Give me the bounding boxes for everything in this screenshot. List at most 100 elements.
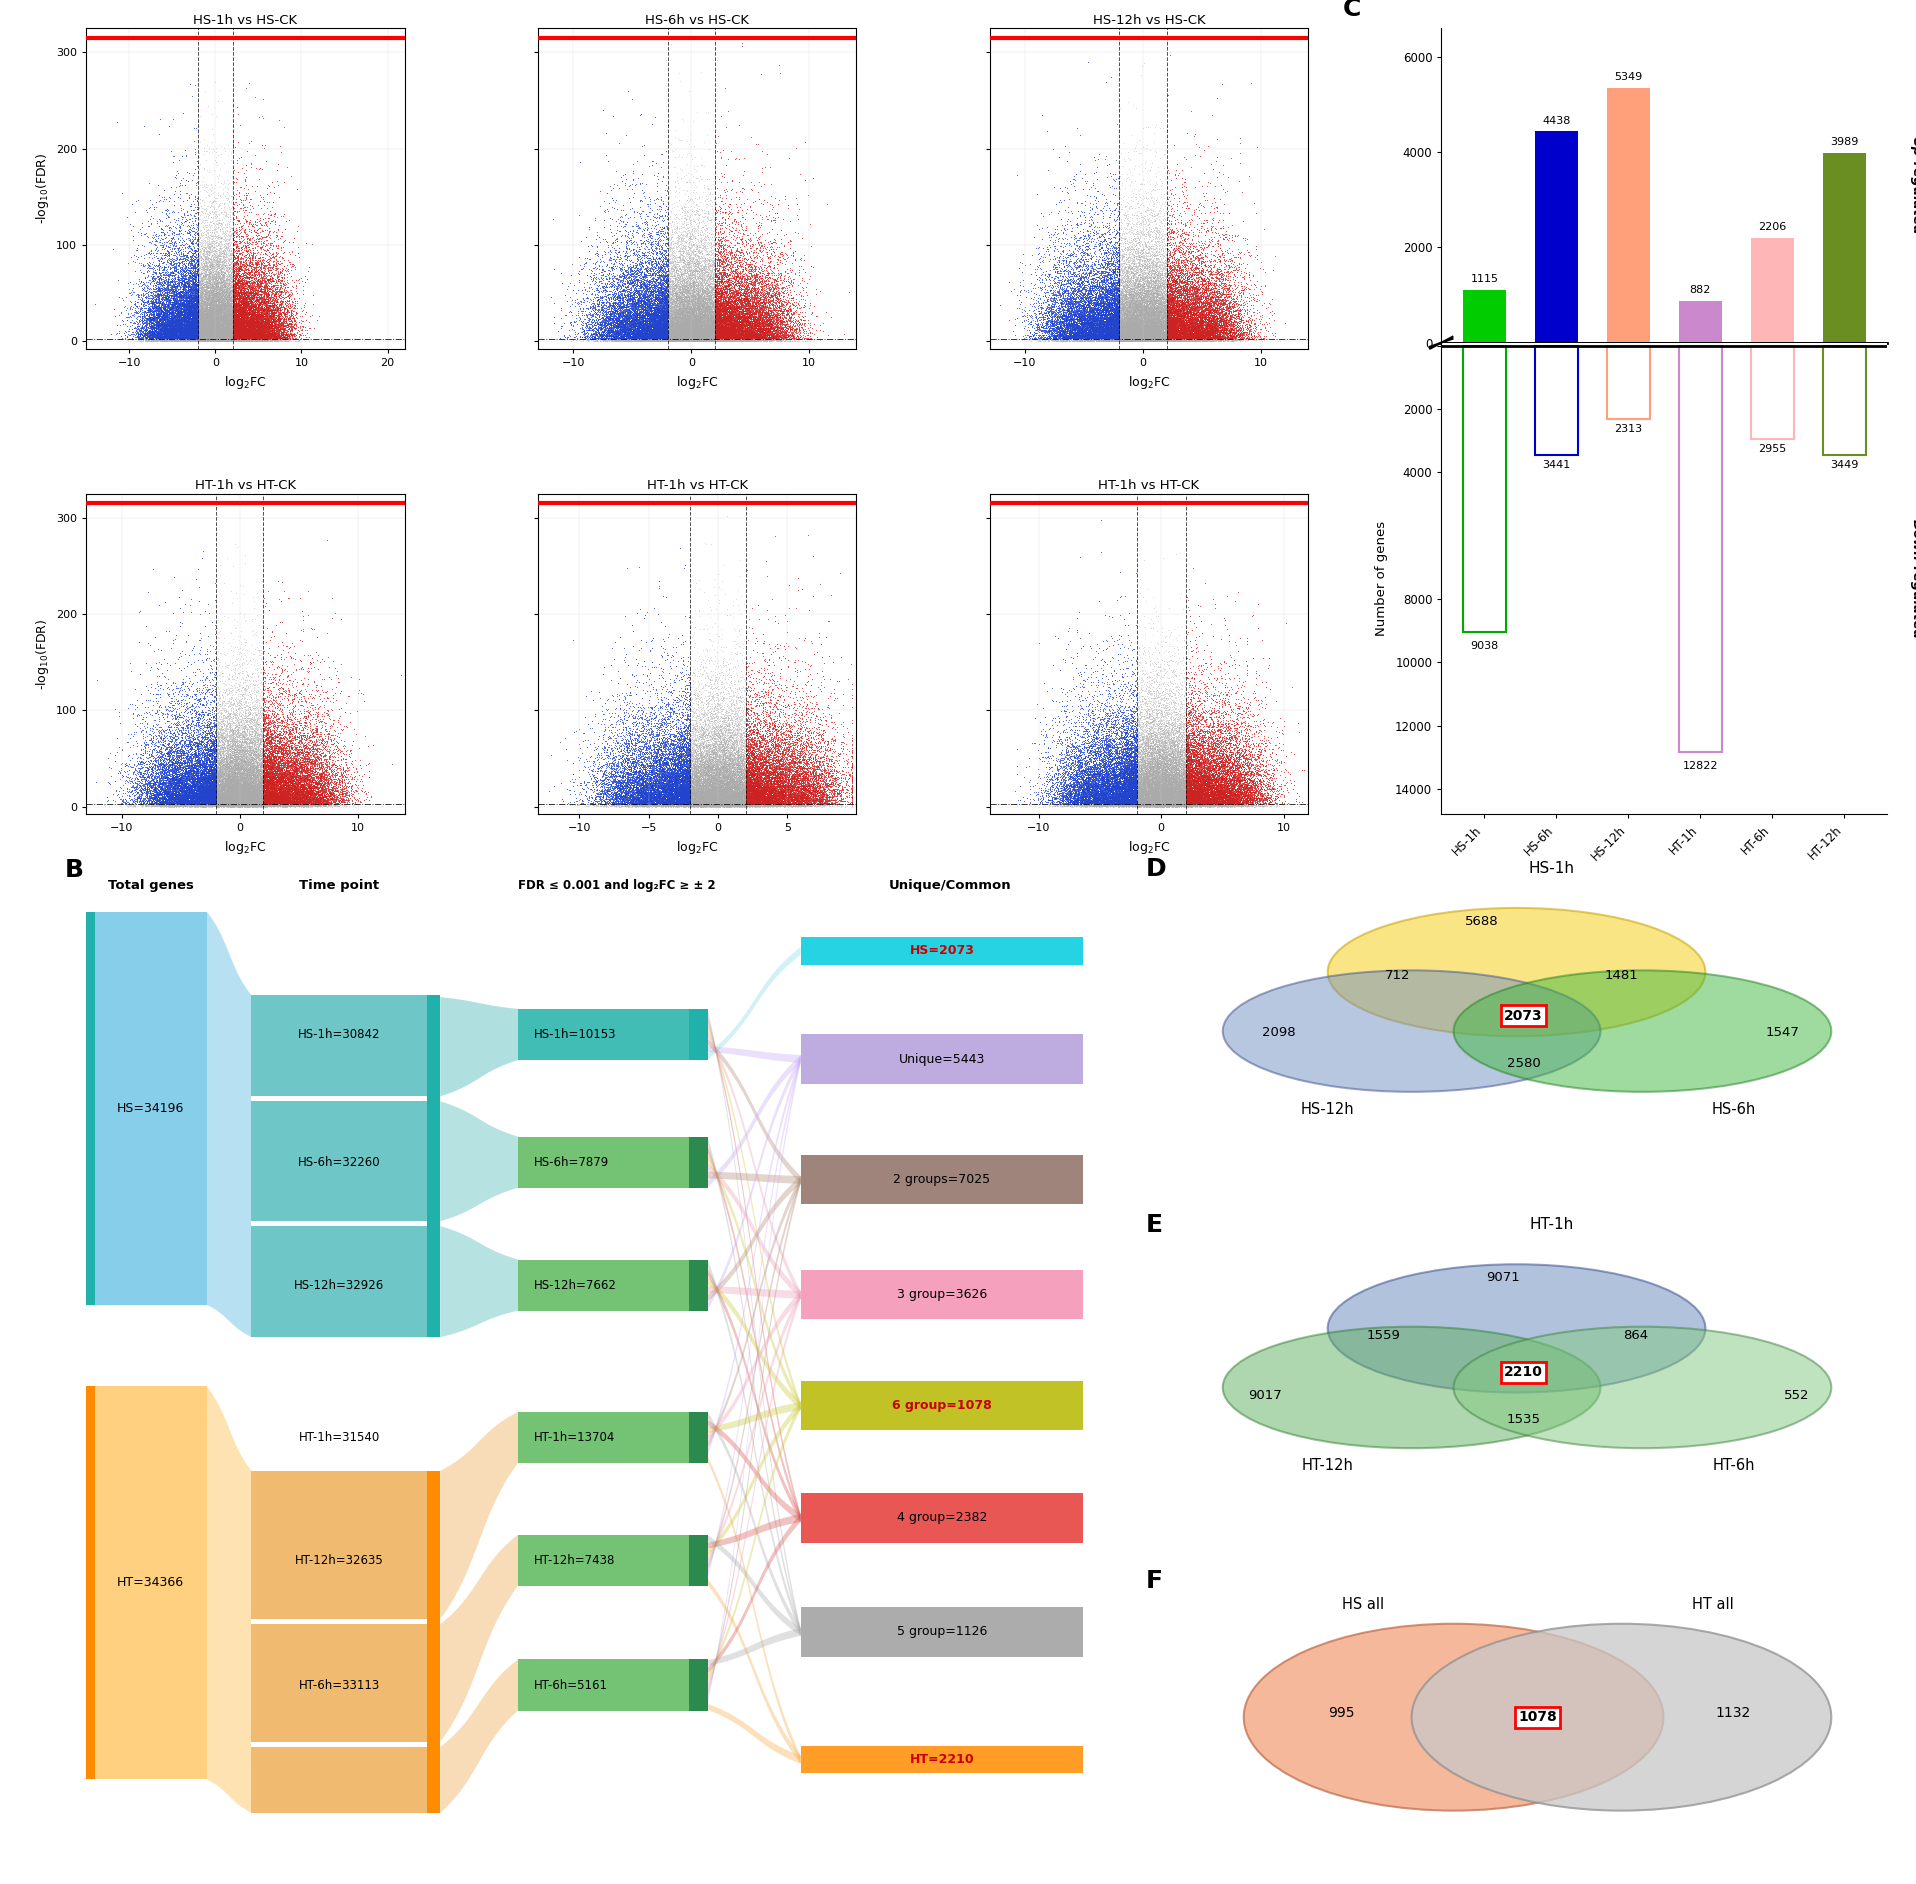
Point [144, 322, 174, 352]
Point [205, 305, 236, 335]
Point [703, 315, 734, 345]
Point [205, 284, 236, 315]
Point [701, 296, 732, 326]
Point [314, 763, 345, 793]
Point [146, 757, 176, 788]
Point [1054, 138, 1084, 168]
Point [669, 778, 699, 808]
Point [1186, 784, 1217, 814]
Point [149, 269, 180, 300]
Point [1142, 761, 1173, 791]
Point [188, 784, 218, 814]
Point [651, 317, 682, 347]
Point [682, 786, 713, 816]
Point [646, 759, 676, 789]
Point [793, 767, 824, 797]
Point [331, 780, 362, 810]
Point [676, 791, 707, 821]
Point [671, 271, 701, 301]
Point [180, 684, 211, 714]
Point [657, 731, 688, 761]
Point [657, 309, 688, 339]
Point [688, 320, 718, 350]
Point [1203, 693, 1234, 723]
Point [632, 309, 663, 339]
Point [709, 763, 740, 793]
Point [678, 789, 709, 820]
Point [688, 740, 718, 771]
Point [1157, 788, 1188, 818]
Point [678, 326, 709, 356]
Point [1106, 300, 1136, 330]
Point [257, 776, 287, 806]
Point [1069, 725, 1100, 755]
Point [205, 324, 236, 354]
Point [1121, 740, 1152, 771]
Point [628, 778, 659, 808]
Point [153, 712, 184, 742]
Point [1083, 727, 1113, 757]
Point [1140, 789, 1171, 820]
Point [761, 772, 791, 803]
Point [205, 298, 236, 328]
Point [1196, 776, 1226, 806]
Point [690, 765, 720, 795]
Point [678, 752, 709, 782]
Point [718, 317, 749, 347]
Point [678, 778, 709, 808]
Point [1104, 211, 1134, 241]
Point [1178, 317, 1209, 347]
Point [188, 326, 218, 356]
Point [1176, 746, 1207, 776]
Point [276, 752, 307, 782]
Point [1077, 752, 1107, 782]
Point [1169, 784, 1199, 814]
Point [584, 322, 615, 352]
Point [1220, 769, 1251, 799]
Point [669, 326, 699, 356]
Point [182, 281, 213, 311]
Point [1069, 763, 1100, 793]
Point [1186, 780, 1217, 810]
Point [1140, 320, 1171, 350]
Point [276, 744, 307, 774]
Point [703, 318, 734, 349]
Point [711, 301, 741, 332]
Point [766, 780, 797, 810]
Point [220, 309, 251, 339]
Point [197, 791, 228, 821]
Point [1125, 294, 1155, 324]
Point [1079, 305, 1109, 335]
Point [688, 778, 718, 808]
Point [1196, 324, 1226, 354]
Point [1155, 763, 1186, 793]
Point [232, 786, 262, 816]
Point [253, 301, 284, 332]
Point [188, 317, 218, 347]
Point [328, 784, 358, 814]
Point [1148, 791, 1178, 821]
Point [617, 748, 648, 778]
Point [667, 786, 697, 816]
Point [720, 750, 751, 780]
Point [720, 241, 751, 271]
Point [203, 292, 234, 322]
Point [1100, 786, 1130, 816]
Point [1161, 769, 1192, 799]
Point [715, 307, 745, 337]
Point [1161, 742, 1192, 772]
Point [180, 305, 211, 335]
Point [1150, 752, 1180, 782]
Point [732, 786, 763, 816]
Point [627, 269, 657, 300]
Point [264, 757, 295, 788]
Point [1194, 763, 1224, 793]
Point [696, 277, 726, 307]
Point [209, 780, 240, 810]
Point [688, 326, 718, 356]
Point [1010, 313, 1040, 343]
Point [190, 750, 220, 780]
Point [711, 778, 741, 808]
Point [1054, 324, 1084, 354]
Point [1152, 288, 1182, 318]
